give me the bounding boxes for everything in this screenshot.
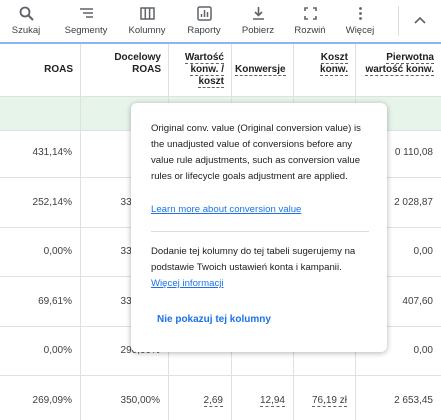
tooltip-suggestion: Dodanie tej kolumny do tej tabeli sugeru… bbox=[151, 246, 356, 273]
cell-text: 269,09% bbox=[32, 394, 72, 406]
toolbar-label: Segmenty bbox=[64, 25, 108, 36]
column-header[interactable]: Wartość konw. / koszt bbox=[168, 44, 231, 96]
header-text: Konwersje bbox=[235, 64, 286, 76]
header-text: Koszt konw. bbox=[320, 52, 348, 76]
row-divider bbox=[0, 96, 441, 97]
table-cell: 0,00% bbox=[0, 345, 80, 356]
column-header[interactable]: Docelowy ROAS bbox=[80, 44, 168, 96]
cell-text: 0,00% bbox=[43, 345, 72, 356]
cell-text: 0,00 bbox=[413, 345, 433, 356]
toolbar-icon bbox=[139, 7, 155, 20]
table-cell: 0,00 bbox=[355, 246, 441, 257]
tooltip-divider bbox=[151, 231, 369, 232]
toolbar-label: Więcej bbox=[345, 25, 375, 36]
toolbar-icon bbox=[252, 7, 264, 20]
collapse-icon[interactable] bbox=[412, 12, 428, 28]
toolbar-icon bbox=[79, 8, 93, 18]
toolbar-button[interactable]: Pobierz bbox=[228, 0, 288, 42]
cell-text: 2 028,87 bbox=[394, 196, 433, 208]
cell-text: 69,61% bbox=[38, 295, 72, 307]
table-cell: 252,14% bbox=[0, 197, 80, 208]
table-cell: 12,94 bbox=[231, 394, 293, 407]
toolbar-icon bbox=[303, 7, 317, 20]
table-cell: 2 653,45 bbox=[355, 395, 441, 406]
cell-text: 252,14% bbox=[32, 196, 72, 208]
toolbar-button[interactable]: Raporty bbox=[174, 0, 234, 42]
toolbar-divider bbox=[0, 42, 441, 44]
table-cell: 350,00% bbox=[80, 395, 168, 406]
header-text: Wartość konw. / koszt bbox=[184, 52, 224, 88]
table-cell: 0 110,08 bbox=[355, 147, 441, 158]
cell-text: 2 653,45 bbox=[394, 394, 433, 406]
toolbar-button[interactable]: Kolumny bbox=[117, 0, 177, 42]
header-text: Docelowy ROAS bbox=[114, 52, 161, 75]
toolbar-button[interactable]: Segmenty bbox=[56, 0, 116, 42]
header-text: ROAS bbox=[44, 64, 73, 75]
cell-text: 12,94 bbox=[259, 394, 285, 407]
tooltip-description: Original conv. value (Original conversio… bbox=[151, 123, 361, 182]
table-cell: 431,14% bbox=[0, 147, 80, 158]
header-text: Pierwotna wartość konw. bbox=[365, 52, 434, 76]
table-cell: 2 028,87 bbox=[355, 197, 441, 208]
table-cell: 76,19 zł bbox=[293, 394, 355, 407]
column-header[interactable]: Koszt konw. bbox=[293, 44, 355, 96]
cell-text: 2,69 bbox=[203, 394, 223, 407]
more-info-link[interactable]: Więcej informacji bbox=[151, 278, 224, 289]
toolbar-icon bbox=[358, 7, 362, 20]
table-cell: 2,69 bbox=[168, 394, 231, 407]
cell-text: 407,60 bbox=[402, 295, 433, 307]
toolbar-button[interactable]: Rozwiń bbox=[280, 0, 340, 42]
toolbar-label: Kolumny bbox=[128, 25, 166, 36]
cell-text: 0 110,08 bbox=[394, 147, 433, 158]
cell-text: 0,00 bbox=[413, 246, 433, 257]
cell-text: 76,19 zł bbox=[311, 394, 347, 407]
dismiss-button[interactable]: Nie pokazuj tej kolumny bbox=[157, 314, 271, 325]
cell-text: 350,00% bbox=[120, 394, 160, 406]
column-header[interactable]: Konwersje bbox=[231, 44, 293, 96]
column-header[interactable]: ROAS bbox=[0, 44, 80, 96]
row-divider bbox=[0, 375, 441, 376]
toolbar-label: Raporty bbox=[187, 25, 221, 36]
table-cell: 407,60 bbox=[355, 296, 441, 307]
table-cell: 69,61% bbox=[0, 296, 80, 307]
cell-text: 431,14% bbox=[32, 147, 72, 158]
column-divider bbox=[80, 44, 81, 420]
cell-text: 0,00% bbox=[43, 246, 72, 257]
table-cell: 0,00% bbox=[0, 246, 80, 257]
column-tooltip: Original conv. value (Original conversio… bbox=[131, 103, 387, 352]
table-cell: 269,09% bbox=[0, 395, 80, 406]
toolbar-icon bbox=[19, 6, 34, 21]
table-cell: 0,00 bbox=[355, 345, 441, 356]
toolbar-icon bbox=[196, 6, 212, 21]
toolbar-button[interactable]: Szukaj bbox=[0, 0, 56, 42]
toolbar-separator bbox=[398, 6, 399, 36]
column-header[interactable]: Pierwotna wartość konw. bbox=[355, 44, 441, 96]
toolbar-button[interactable]: Więcej bbox=[330, 0, 390, 42]
toolbar-label: Rozwiń bbox=[294, 25, 326, 36]
learn-more-link[interactable]: Learn more about conversion value bbox=[151, 204, 302, 215]
toolbar-label: Pobierz bbox=[241, 25, 275, 36]
toolbar-label: Szukaj bbox=[11, 25, 41, 36]
